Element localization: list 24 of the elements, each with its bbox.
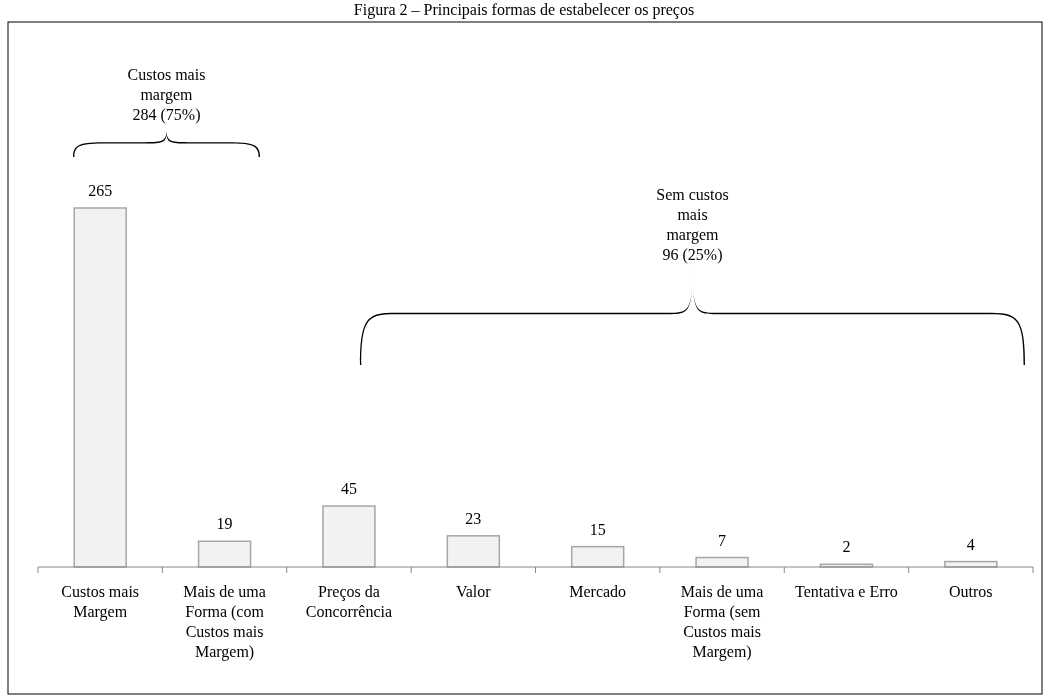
bar bbox=[570, 545, 625, 568]
x-tick-label: Mais de uma Forma (com Custos mais Margem) bbox=[183, 583, 266, 661]
bar bbox=[73, 207, 127, 568]
data-label: 45 bbox=[340, 480, 357, 498]
bar bbox=[322, 505, 376, 568]
chart-title: Figura 2 – Principais formas de estabelecer os preços bbox=[353, 1, 695, 19]
text: Custos mais margem 284 (75%) bbox=[127, 66, 206, 124]
x-tick-label: Mercado bbox=[569, 583, 627, 600]
x-tick-label: Tentativa e Erro bbox=[795, 583, 898, 600]
x-tick-label: Outros bbox=[949, 583, 993, 600]
bar bbox=[446, 535, 501, 568]
data-label: 19 bbox=[216, 515, 233, 533]
x-tick-label: Preços da Concorrência bbox=[305, 583, 393, 620]
data-label: 15 bbox=[589, 520, 606, 538]
x-tick-label: Valor bbox=[455, 583, 492, 600]
x-tick-label: Mais de uma Forma (sem Custos mais Margem) bbox=[680, 583, 764, 661]
bar bbox=[197, 540, 252, 568]
x-tick-label: Custos mais Margem bbox=[61, 583, 140, 621]
annotation: Sem custos mais margem 96 (25%) bbox=[656, 186, 729, 264]
data-label: 2 bbox=[842, 538, 851, 556]
data-label: 23 bbox=[465, 509, 482, 527]
data-label: 4 bbox=[966, 535, 975, 553]
data-label: 265 bbox=[88, 182, 113, 199]
data-label: 7 bbox=[718, 531, 727, 549]
